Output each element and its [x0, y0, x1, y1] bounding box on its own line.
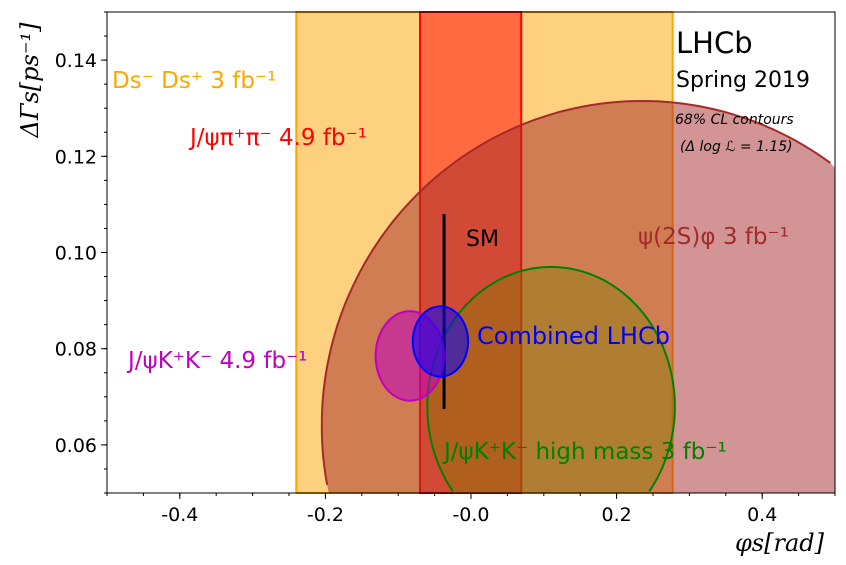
legend-jpsikk-high: J/ψK⁺K⁻ high mass 3 fb⁻¹ [442, 439, 727, 465]
legend-jpsipipi: J/ψπ⁺π⁻ 4.9 fb⁻¹ [188, 125, 367, 151]
y-tick-label: 0.08 [55, 339, 97, 361]
legend-jpsikk: J/ψK⁺K⁻ 4.9 fb⁻¹ [126, 348, 307, 374]
y-tick-label: 0.10 [55, 243, 97, 265]
contour-ellipse-fill [321, 101, 835, 493]
x-tick-label: 0.2 [601, 504, 631, 526]
legend-dsds: Ds⁻ Ds⁺ 3 fb⁻¹ [112, 68, 276, 94]
period-label: Spring 2019 [676, 68, 810, 93]
contour-ellipse-edge [426, 265, 676, 492]
contour-ellipse-edge [411, 305, 470, 378]
y-tick-label: 0.14 [55, 50, 97, 72]
cl-label: 68% CL contours [675, 112, 794, 128]
contour-ellipse-fill [427, 266, 675, 493]
legend-psi2sphi: ψ(2S)φ 3 fb⁻¹ [638, 224, 789, 250]
sm-label: SM [466, 227, 499, 252]
x-axis-label: φs[rad] [735, 529, 825, 557]
y-tick-label: 0.06 [55, 435, 97, 457]
y-axis-label: ΔΓs[ps⁻¹] [16, 22, 44, 139]
x-tick-label: 0.4 [747, 504, 777, 526]
contour-ellipse-edge [320, 99, 831, 485]
lhcb-label: LHCb [676, 26, 753, 60]
x-tick-label: -0.2 [307, 504, 344, 526]
x-tick-label: -0.0 [452, 504, 489, 526]
dlogl-label: (Δ log ℒ = 1.15) [680, 139, 793, 155]
contour-ellipse-fill [412, 306, 469, 377]
x-tick-label: -0.4 [161, 504, 198, 526]
y-tick-label: 0.12 [55, 146, 97, 168]
legend-combined: Combined LHCb [477, 322, 670, 350]
